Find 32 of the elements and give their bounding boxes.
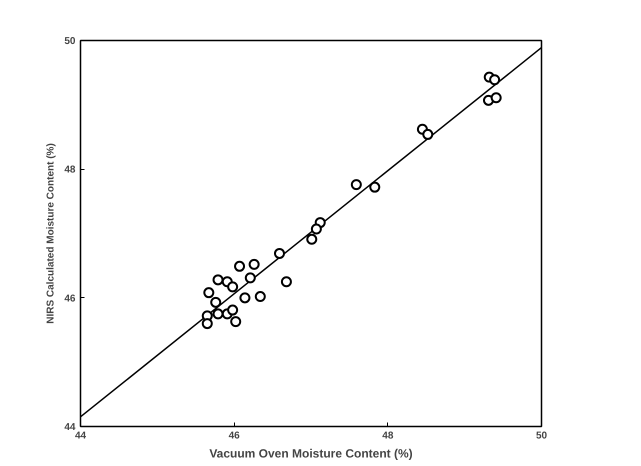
- point: [210, 296, 222, 308]
- y-tick-label: 48: [64, 164, 76, 176]
- point: [306, 234, 318, 245]
- point: [489, 74, 500, 86]
- point: [202, 318, 213, 330]
- x-tick-label: 46: [228, 430, 240, 442]
- point: [310, 224, 322, 234]
- point: [227, 281, 238, 292]
- point: [212, 308, 224, 320]
- point: [274, 248, 285, 259]
- y-tick-label: 44: [64, 422, 76, 433]
- y-tick-label: 46: [64, 293, 76, 304]
- point: [280, 276, 292, 288]
- x-tick-label: 44: [74, 430, 86, 442]
- point: [350, 179, 362, 190]
- point: [244, 272, 256, 284]
- point: [369, 182, 380, 193]
- x-tick-label: 48: [382, 430, 394, 442]
- point: [248, 258, 260, 270]
- point: [203, 287, 214, 298]
- point: [230, 316, 242, 328]
- y-tick-label: 50: [64, 36, 76, 47]
- point: [212, 274, 224, 286]
- point: [239, 292, 250, 304]
- y-axis-title: NIRS Calculated Moisture Content (%): [45, 143, 56, 324]
- point: [227, 304, 238, 316]
- x-axis-title: Vacuum Oven Moisture Content (%): [209, 446, 413, 460]
- point: [422, 128, 434, 140]
- point: [234, 260, 246, 272]
- point: [254, 291, 266, 302]
- point: [490, 92, 502, 104]
- x-tick-label: 50: [536, 430, 548, 442]
